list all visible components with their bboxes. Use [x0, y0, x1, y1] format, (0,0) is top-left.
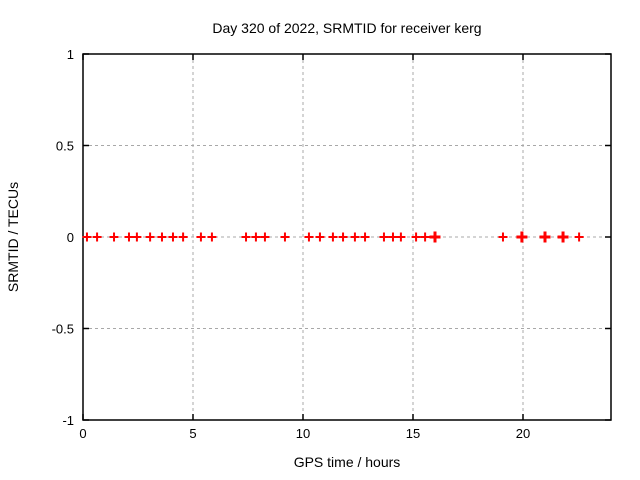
data-point-marker [429, 231, 441, 243]
data-point-marker [557, 231, 569, 243]
x-tick-label: 0 [79, 426, 86, 441]
data-point-marker [280, 232, 290, 242]
data-point-marker [109, 232, 119, 242]
x-tick-label: 15 [406, 426, 420, 441]
data-point-marker [157, 232, 167, 242]
data-points [82, 231, 584, 243]
chart-title: Day 320 of 2022, SRMTID for receiver ker… [212, 20, 481, 36]
data-point-marker [420, 232, 430, 242]
data-point-marker [260, 232, 270, 242]
y-tick-label: -1 [62, 413, 74, 428]
y-tick-labels: -1 -0.5 0 0.5 1 [52, 47, 74, 428]
y-tick-label: -0.5 [52, 322, 74, 337]
data-point-marker [92, 232, 102, 242]
data-point-marker [168, 232, 178, 242]
x-axis-label: GPS time / hours [294, 454, 401, 470]
data-point-marker [251, 232, 261, 242]
data-point-marker [360, 232, 370, 242]
x-tick-label: 20 [516, 426, 530, 441]
data-point-marker [411, 232, 421, 242]
data-point-marker [338, 232, 348, 242]
data-point-marker [82, 232, 92, 242]
data-point-marker [315, 232, 325, 242]
data-point-marker [145, 232, 155, 242]
y-tick-label: 0.5 [56, 139, 74, 154]
data-point-marker [574, 232, 584, 242]
data-point-marker [516, 231, 528, 243]
data-point-marker [132, 232, 142, 242]
x-tick-labels: 0 5 10 15 20 [79, 426, 530, 441]
data-point-marker [178, 232, 188, 242]
data-point-marker [241, 232, 251, 242]
data-point-marker [388, 232, 398, 242]
y-axis-label: SRMTID / TECUs [5, 182, 21, 292]
data-point-marker [207, 232, 217, 242]
data-point-marker [124, 232, 134, 242]
x-tick-label: 5 [189, 426, 196, 441]
data-point-marker [539, 231, 551, 243]
data-point-marker [396, 232, 406, 242]
data-point-marker [304, 232, 314, 242]
data-point-marker [196, 232, 206, 242]
data-point-marker [350, 232, 360, 242]
y-tick-label: 1 [67, 47, 74, 62]
y-tick-label: 0 [67, 230, 74, 245]
data-point-marker [498, 232, 508, 242]
data-point-marker [379, 232, 389, 242]
x-tick-label: 10 [296, 426, 310, 441]
data-point-marker [328, 232, 338, 242]
